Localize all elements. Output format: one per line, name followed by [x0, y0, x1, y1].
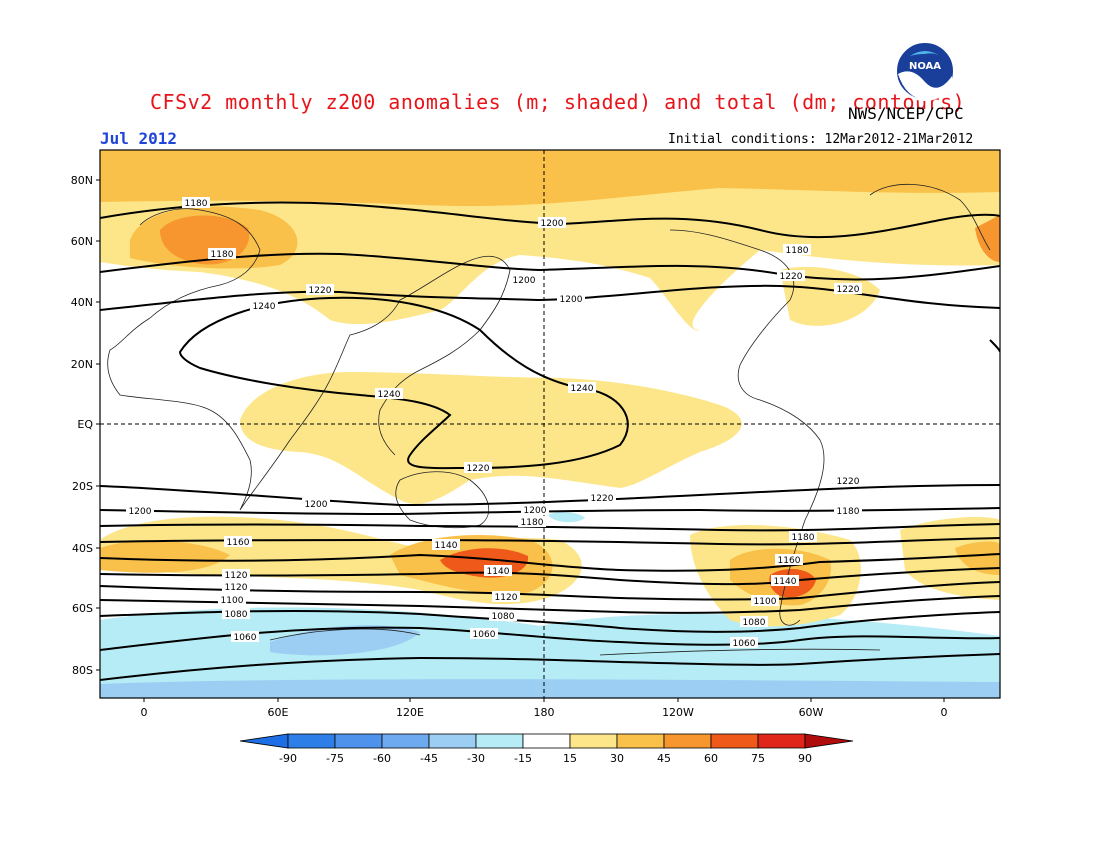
anomaly-negative-small — [548, 512, 585, 523]
noaa-logo: NOAA — [895, 41, 955, 101]
contour-label: 1220 — [309, 286, 332, 296]
logo-text: NOAA — [909, 61, 941, 72]
lat-label: 20N — [71, 358, 93, 371]
anomaly-positive-atlantic — [975, 215, 1000, 262]
contour-label: 1140 — [435, 541, 458, 551]
lon-label: 120E — [396, 706, 424, 719]
lat-label: 80N — [71, 174, 93, 187]
lon-label: 60W — [799, 706, 824, 719]
contour-label: 1080 — [492, 612, 515, 622]
colorbar-box — [428, 733, 477, 749]
colorbar-box — [757, 733, 806, 749]
contour-label: 1120 — [495, 593, 518, 603]
colorbar-label: 30 — [610, 752, 624, 765]
coastlines — [107, 183, 991, 656]
contour-label: 1200 — [524, 506, 547, 516]
contour-label: 1180 — [211, 250, 234, 260]
colorbar-label: -90 — [279, 752, 297, 765]
colorbar-box — [522, 733, 571, 749]
contour-label: 1100 — [754, 597, 777, 607]
contour-label: 1080 — [225, 610, 248, 620]
colorbar-label: -15 — [514, 752, 532, 765]
lon-label: 0 — [941, 706, 948, 719]
anomaly-positive-north-band — [100, 150, 1000, 207]
contour-labels: 1180 1200 1180 1180 1200 1220 1240 1220 1200 1220… — [126, 197, 862, 649]
colorbar-arrow-left — [239, 733, 289, 749]
contour-label: 1120 — [225, 571, 248, 581]
colorbar-box — [381, 733, 430, 749]
contour-label: 1200 — [513, 276, 536, 286]
contour-label: 1180 — [786, 246, 809, 256]
lon-label: 180 — [534, 706, 555, 719]
lon-label: 0 — [141, 706, 148, 719]
colorbar-box — [616, 733, 665, 749]
contour-label: 1160 — [778, 556, 801, 566]
anomaly-positive-south-indian — [100, 540, 230, 573]
colorbar-label: 90 — [798, 752, 812, 765]
chart-title: CFSv2 monthly z200 anomalies (m; shaded)… — [150, 90, 966, 114]
lat-label: 60N — [71, 235, 93, 248]
contour-label: 1200 — [560, 295, 583, 305]
contour-label: 1180 — [837, 507, 860, 517]
contour-label: 1060 — [234, 633, 257, 643]
contour-label: 1160 — [227, 538, 250, 548]
colorbar-label: -60 — [373, 752, 391, 765]
colorbar-label: 15 — [563, 752, 577, 765]
colorbar-label: 45 — [657, 752, 671, 765]
lat-label: 80S — [72, 664, 93, 677]
contour-label: 1220 — [837, 285, 860, 295]
colorbar-arrow-right — [804, 733, 854, 749]
colorbar-box — [287, 733, 336, 749]
contour-label: 1060 — [733, 639, 756, 649]
lon-label: 120W — [662, 706, 694, 719]
contour-label: 1120 — [225, 583, 248, 593]
anomaly-positive-south-atlantic-core — [955, 541, 1000, 575]
colorbar-box — [569, 733, 618, 749]
colorbar-label: -45 — [420, 752, 438, 765]
lon-label: 60E — [268, 706, 289, 719]
colorbar-box — [663, 733, 712, 749]
contour-label: 1180 — [185, 199, 208, 209]
contour-label: 1240 — [571, 384, 594, 394]
lat-label: EQ — [77, 418, 93, 431]
contour-label: 1180 — [792, 533, 815, 543]
initial-conditions-label: Initial conditions: 12Mar2012-21Mar2012 — [668, 132, 974, 147]
agency-label: NWS/NCEP/CPC — [848, 104, 964, 123]
contour-label: 1240 — [378, 390, 401, 400]
anomaly-positive-tropics — [240, 372, 742, 504]
contour-label: 1180 — [521, 518, 544, 528]
colorbar-label: -75 — [326, 752, 344, 765]
lat-label: 40N — [71, 296, 93, 309]
colorbar-box — [710, 733, 759, 749]
colorbar-label: 75 — [751, 752, 765, 765]
lat-label: 60S — [72, 602, 93, 615]
axis-labels: 80N 60N 40N 20N EQ 20S 40S 60S 80S 0 60E 120E 180 120… — [71, 174, 948, 719]
contour-label: 1200 — [129, 507, 152, 517]
lat-label: 20S — [72, 480, 93, 493]
contour-label: 1220 — [780, 272, 803, 282]
month-label: Jul 2012 — [100, 129, 178, 148]
contour-label: 1140 — [774, 577, 797, 587]
contour-label: 1220 — [591, 494, 614, 504]
contour-label: 1140 — [487, 567, 510, 577]
colorbar-box — [334, 733, 383, 749]
anomaly-negative-polar — [100, 679, 1000, 698]
contour-label: 1220 — [837, 477, 860, 487]
colorbar-label: -30 — [467, 752, 485, 765]
contour-label: 1200 — [305, 500, 328, 510]
contour-label: 1080 — [743, 618, 766, 628]
contour-label: 1100 — [221, 596, 244, 606]
contour-label: 1240 — [253, 302, 276, 312]
colorbar-label: 60 — [704, 752, 718, 765]
contours — [100, 201, 1000, 681]
contour-label: 1200 — [541, 219, 564, 229]
lat-label: 40S — [72, 542, 93, 555]
anomaly-positive-na — [780, 266, 880, 326]
contour-label: 1220 — [467, 464, 490, 474]
colorbar-box — [475, 733, 524, 749]
contour-label: 1060 — [473, 630, 496, 640]
